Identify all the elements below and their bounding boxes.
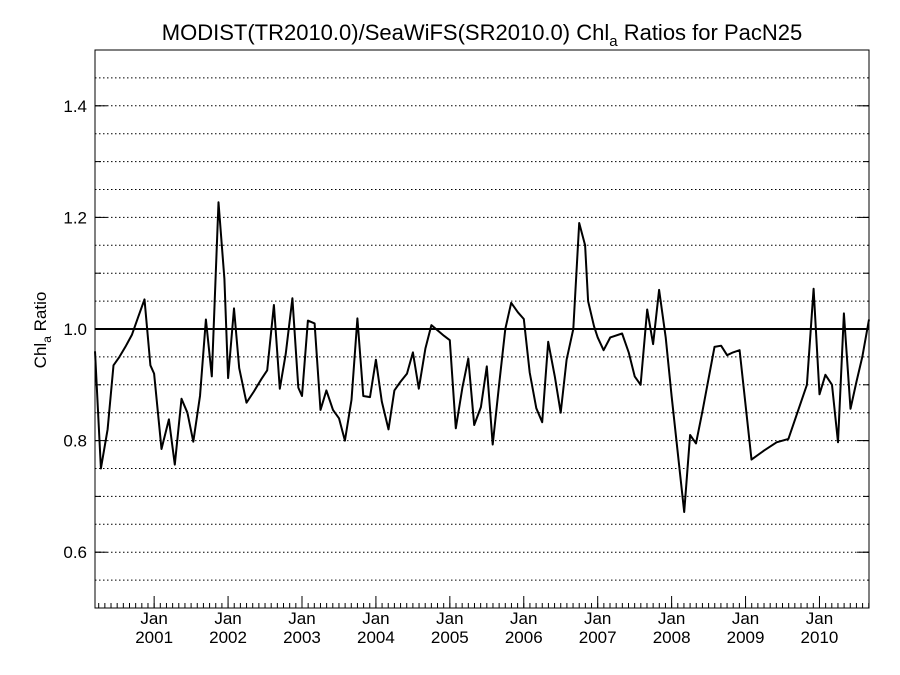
series-group — [94, 201, 870, 513]
x-tick-month: Jan — [584, 609, 611, 628]
x-tick-month: Jan — [362, 609, 389, 628]
x-tick-year: 2010 — [801, 628, 839, 647]
y-tick-label: 0.8 — [63, 432, 87, 451]
x-tick-month: Jan — [658, 609, 685, 628]
y-axis-label-main: Chl — [31, 343, 50, 369]
x-tick-year: 2005 — [431, 628, 469, 647]
x-tick-year: 2004 — [357, 628, 395, 647]
y-tick-label: 1.4 — [63, 97, 87, 116]
x-ticks-group: Jan2001Jan2002Jan2003Jan2004Jan2005Jan20… — [98, 596, 870, 647]
x-tick-month: Jan — [510, 609, 537, 628]
x-tick-year: 2008 — [653, 628, 691, 647]
y-tick-label: 1.2 — [63, 208, 87, 227]
chart-title-rest: Ratios for PacN25 — [618, 20, 803, 45]
chart-title-subscript: a — [609, 33, 618, 50]
x-tick-year: 2001 — [135, 628, 173, 647]
x-tick-month: Jan — [732, 609, 759, 628]
grid-lines — [95, 77, 869, 581]
y-tick-label: 0.6 — [63, 543, 87, 562]
y-ticks-group: 0.6 0.8 1.0 1.2 1.4 — [63, 97, 869, 562]
x-tick-month: Jan — [806, 609, 833, 628]
x-tick-year: 2003 — [283, 628, 321, 647]
y-tick-label: 1.0 — [63, 320, 87, 339]
y-axis-label-rest: Ratio — [31, 292, 50, 336]
chart-title-main: MODIST(TR2010.0)/SeaWiFS(SR2010.0) Chl — [162, 20, 609, 45]
x-tick-year: 2007 — [579, 628, 617, 647]
y-axis-label-subscript: a — [40, 336, 54, 343]
x-tick-year: 2002 — [209, 628, 247, 647]
chart-title: MODIST(TR2010.0)/SeaWiFS(SR2010.0) Chla … — [162, 20, 802, 50]
x-tick-month: Jan — [140, 609, 167, 628]
series-line — [94, 201, 870, 513]
x-tick-year: 2009 — [727, 628, 765, 647]
x-tick-month: Jan — [436, 609, 463, 628]
x-tick-year: 2006 — [505, 628, 543, 647]
y-axis-label: Chla Ratio — [31, 292, 54, 369]
x-tick-month: Jan — [288, 609, 315, 628]
x-tick-month: Jan — [214, 609, 241, 628]
